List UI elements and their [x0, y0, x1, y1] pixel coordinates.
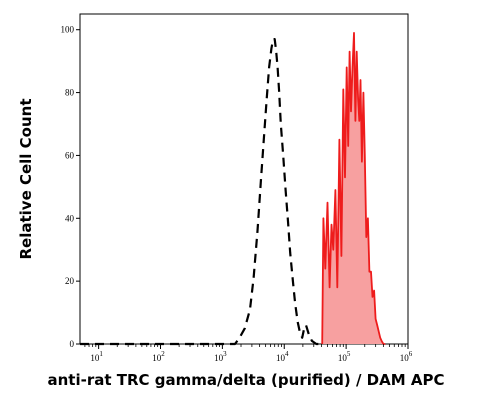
- x-tick-exponent-3: 3: [223, 350, 227, 358]
- y-tick-label-80: 80: [65, 88, 75, 98]
- y-tick-label-40: 40: [65, 213, 75, 223]
- x-tick-exponent-1: 1: [99, 350, 103, 358]
- x-tick-label-6: 106: [400, 350, 413, 363]
- x-tick-exponent-4: 4: [285, 350, 289, 358]
- x-tick-exponent-2: 2: [161, 350, 165, 358]
- y-tick-label-100: 100: [61, 25, 75, 35]
- histogram-line-0: [80, 37, 322, 346]
- x-tick-label-3: 103: [214, 350, 227, 363]
- x-tick-label-5: 105: [338, 350, 351, 363]
- y-axis-title: Relative Cell Count: [17, 98, 35, 259]
- y-tick-label-20: 20: [65, 276, 75, 286]
- y-tick-label-0: 0: [70, 339, 75, 349]
- x-tick-label-4: 104: [276, 350, 289, 363]
- y-tick-label-60: 60: [65, 150, 75, 160]
- x-tick-exponent-5: 5: [347, 350, 351, 358]
- histogram-line-1: [321, 32, 386, 345]
- x-tick-exponent-6: 6: [409, 350, 413, 358]
- x-axis-title: anti-rat TRC gamma/delta (purified) / DA…: [48, 371, 445, 389]
- histogram-series-group: [80, 32, 386, 346]
- x-tick-label-2: 102: [152, 350, 165, 363]
- x-tick-label-1: 101: [90, 350, 103, 363]
